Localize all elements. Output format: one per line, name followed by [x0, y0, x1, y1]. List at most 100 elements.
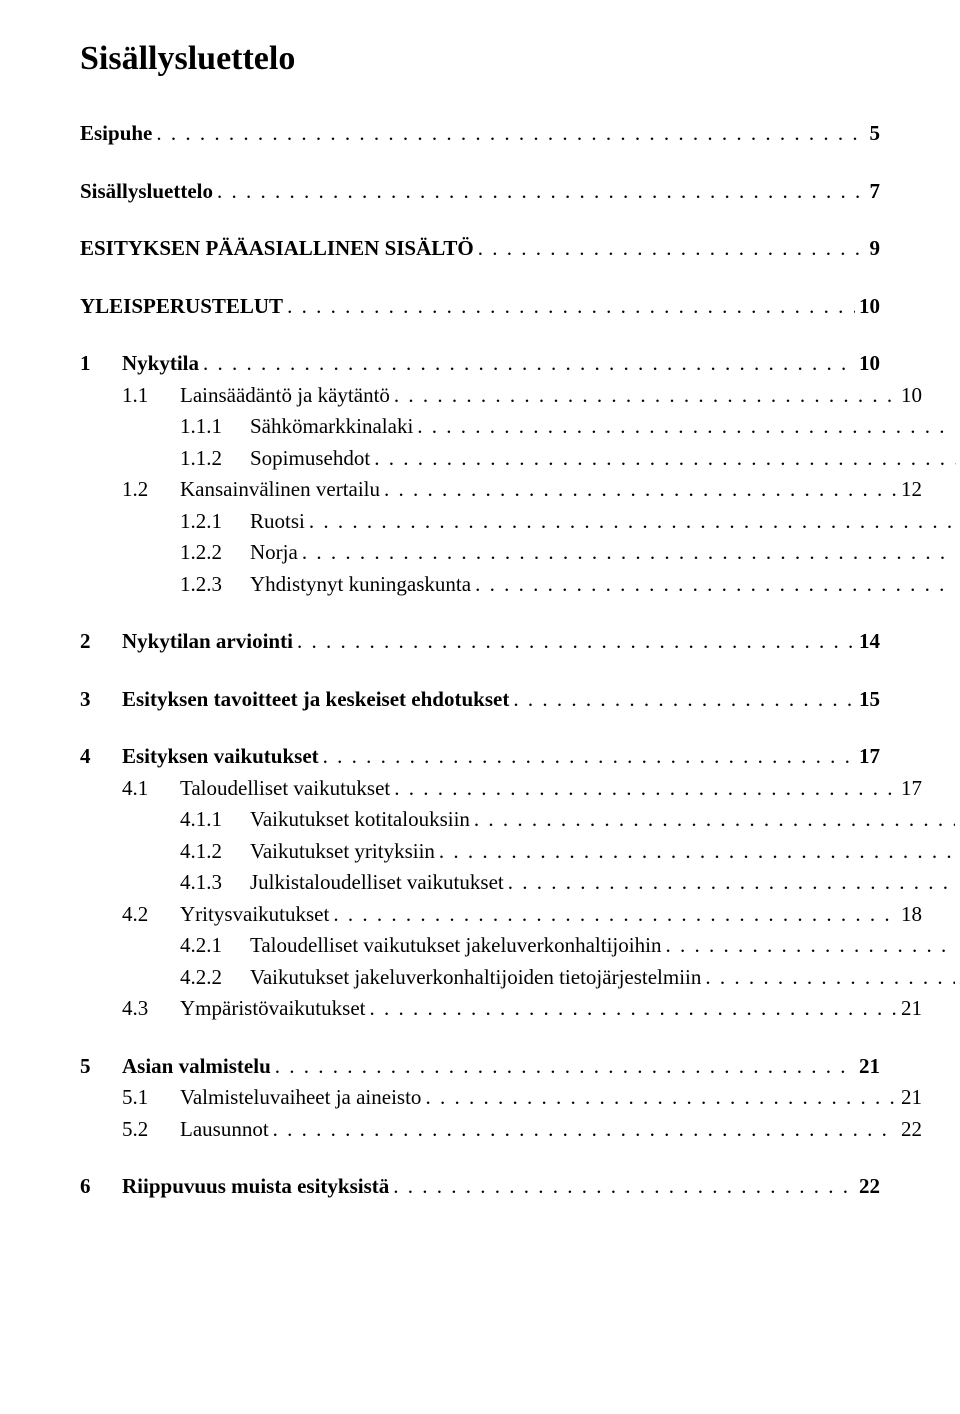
toc-entry: 4.1.3 Julkistaloudelliset vaikutukset. .…: [80, 867, 960, 899]
toc-entry-number: 4.2.1: [180, 930, 250, 962]
toc-entry: 1.1.2 Sopimusehdot. . . . . . . . . . . …: [80, 443, 960, 475]
toc-entry: 1.1.1 Sähkömarkkinalaki. . . . . . . . .…: [80, 411, 960, 443]
toc-entry-page: 18: [901, 899, 922, 931]
toc-entry-number: 1.2.1: [180, 506, 250, 538]
toc-entry-label: Lausunnot: [180, 1114, 269, 1146]
toc-entry-page: 9: [870, 233, 881, 265]
toc-entry: 5 Asian valmistelu. . . . . . . . . . . …: [80, 1051, 880, 1083]
toc-entry-label: Esityksen tavoitteet ja keskeiset ehdotu…: [122, 684, 509, 716]
toc-entry-number: 4.2: [122, 899, 180, 931]
toc-entry-page: 10: [859, 291, 880, 323]
toc-leader-dots: . . . . . . . . . . . . . . . . . . . . …: [369, 993, 897, 1025]
toc-entry-number: 1.2.2: [180, 537, 250, 569]
toc-entry-number: 5: [80, 1051, 122, 1083]
toc-entry-number: 4: [80, 741, 122, 773]
toc-entry-number: 1.1.2: [180, 443, 250, 475]
toc-leader-dots: . . . . . . . . . . . . . . . . . . . . …: [394, 380, 897, 412]
page: Sisällysluettelo Esipuhe. . . . . . . . …: [0, 0, 960, 1414]
toc-entry-page: 21: [859, 1051, 880, 1083]
toc-entry: 1.2.2 Norja. . . . . . . . . . . . . . .…: [80, 537, 960, 569]
toc-entry-label: ESITYKSEN PÄÄASIALLINEN SISÄLTÖ: [80, 233, 474, 265]
toc-entry: 1 Nykytila. . . . . . . . . . . . . . . …: [80, 348, 880, 380]
toc-entry-page: 17: [901, 773, 922, 805]
toc-entry: YLEISPERUSTELUT. . . . . . . . . . . . .…: [80, 291, 880, 323]
toc-entry-page: 21: [901, 993, 922, 1025]
toc-entry: 5.1 Valmisteluvaiheet ja aineisto. . . .…: [80, 1082, 922, 1114]
toc-entry: 4.3 Ympäristövaikutukset. . . . . . . . …: [80, 993, 922, 1025]
toc-entry-label: Sähkömarkkinalaki: [250, 411, 413, 443]
toc-entry-label: Norja: [250, 537, 298, 569]
toc-entry-label: Julkistaloudelliset vaikutukset: [250, 867, 504, 899]
toc-entry-page: 15: [859, 684, 880, 716]
toc-entry-label: Vaikutukset jakeluverkonhaltijoiden tiet…: [250, 962, 701, 994]
toc-entry: Esipuhe. . . . . . . . . . . . . . . . .…: [80, 118, 880, 150]
toc-entry-label: Esipuhe: [80, 118, 152, 150]
toc-leader-dots: . . . . . . . . . . . . . . . . . . . . …: [478, 233, 866, 265]
toc-entry-label: Lainsäädäntö ja käytäntö: [180, 380, 390, 412]
toc-entry-page: 17: [859, 741, 880, 773]
toc-entry-number: 4.3: [122, 993, 180, 1025]
toc-entry: Sisällysluettelo. . . . . . . . . . . . …: [80, 176, 880, 208]
toc-leader-dots: . . . . . . . . . . . . . . . . . . . . …: [439, 836, 955, 868]
toc-entry: 1.1 Lainsäädäntö ja käytäntö. . . . . . …: [80, 380, 922, 412]
toc-leader-dots: . . . . . . . . . . . . . . . . . . . . …: [297, 626, 855, 658]
toc-entry: 3 Esityksen tavoitteet ja keskeiset ehdo…: [80, 684, 880, 716]
toc-entry-number: 4.1.3: [180, 867, 250, 899]
toc-entry-label: Taloudelliset vaikutukset jakeluverkonha…: [250, 930, 661, 962]
toc-entry-number: 4.1.1: [180, 804, 250, 836]
toc-entry-number: 1.2.3: [180, 569, 250, 601]
toc-entry-number: 1.1.1: [180, 411, 250, 443]
toc-entry: 4.1.1 Vaikutukset kotitalouksiin. . . . …: [80, 804, 960, 836]
toc-entry-label: Vaikutukset yrityksiin: [250, 836, 435, 868]
toc-entry: 4.2.1 Taloudelliset vaikutukset jakeluve…: [80, 930, 960, 962]
toc-entry-number: 1: [80, 348, 122, 380]
toc-leader-dots: . . . . . . . . . . . . . . . . . . . . …: [156, 118, 865, 150]
toc-entry-label: Ympäristövaikutukset: [180, 993, 365, 1025]
toc-container: Esipuhe. . . . . . . . . . . . . . . . .…: [80, 118, 880, 1203]
toc-entry-page: 10: [901, 380, 922, 412]
toc-leader-dots: . . . . . . . . . . . . . . . . . . . . …: [333, 899, 897, 931]
toc-leader-dots: . . . . . . . . . . . . . . . . . . . . …: [394, 773, 897, 805]
toc-entry-number: 1.2: [122, 474, 180, 506]
toc-entry-number: 2: [80, 626, 122, 658]
toc-leader-dots: . . . . . . . . . . . . . . . . . . . . …: [302, 537, 955, 569]
toc-leader-dots: . . . . . . . . . . . . . . . . . . . . …: [513, 684, 855, 716]
toc-entry: 5.2 Lausunnot. . . . . . . . . . . . . .…: [80, 1114, 922, 1146]
toc-entry: ESITYKSEN PÄÄASIALLINEN SISÄLTÖ. . . . .…: [80, 233, 880, 265]
toc-entry: 1.2.3 Yhdistynyt kuningaskunta. . . . . …: [80, 569, 960, 601]
toc-entry-page: 10: [859, 348, 880, 380]
toc-entry-label: Taloudelliset vaikutukset: [180, 773, 390, 805]
toc-entry: 4.2.2 Vaikutukset jakeluverkonhaltijoide…: [80, 962, 960, 994]
toc-entry: 6 Riippuvuus muista esityksistä. . . . .…: [80, 1171, 880, 1203]
toc-leader-dots: . . . . . . . . . . . . . . . . . . . . …: [665, 930, 955, 962]
toc-entry-page: 22: [859, 1171, 880, 1203]
toc-entry: 2 Nykytilan arviointi. . . . . . . . . .…: [80, 626, 880, 658]
toc-entry-label: Nykytilan arviointi: [122, 626, 293, 658]
toc-entry-number: 3: [80, 684, 122, 716]
toc-entry-label: Sopimusehdot: [250, 443, 370, 475]
toc-entry-label: Ruotsi: [250, 506, 305, 538]
toc-entry-label: Kansainvälinen vertailu: [180, 474, 380, 506]
toc-entry: 4.2 Yritysvaikutukset. . . . . . . . . .…: [80, 899, 922, 931]
toc-entry-number: 4.2.2: [180, 962, 250, 994]
toc-leader-dots: . . . . . . . . . . . . . . . . . . . . …: [417, 411, 955, 443]
toc-leader-dots: . . . . . . . . . . . . . . . . . . . . …: [474, 804, 955, 836]
toc-entry-number: 4.1.2: [180, 836, 250, 868]
toc-entry-label: Vaikutukset kotitalouksiin: [250, 804, 470, 836]
toc-leader-dots: . . . . . . . . . . . . . . . . . . . . …: [287, 291, 855, 323]
toc-entry-number: 5.1: [122, 1082, 180, 1114]
toc-entry-number: 4.1: [122, 773, 180, 805]
toc-entry-page: 21: [901, 1082, 922, 1114]
toc-leader-dots: . . . . . . . . . . . . . . . . . . . . …: [705, 962, 955, 994]
toc-entry: 4.1.2 Vaikutukset yrityksiin. . . . . . …: [80, 836, 960, 868]
toc-entry: 4 Esityksen vaikutukset. . . . . . . . .…: [80, 741, 880, 773]
toc-leader-dots: . . . . . . . . . . . . . . . . . . . . …: [309, 506, 955, 538]
toc-title: Sisällysluettelo: [80, 40, 880, 78]
toc-leader-dots: . . . . . . . . . . . . . . . . . . . . …: [273, 1114, 897, 1146]
toc-entry-page: 14: [859, 626, 880, 658]
toc-leader-dots: . . . . . . . . . . . . . . . . . . . . …: [323, 741, 855, 773]
toc-leader-dots: . . . . . . . . . . . . . . . . . . . . …: [508, 867, 955, 899]
toc-entry-label: Sisällysluettelo: [80, 176, 213, 208]
toc-leader-dots: . . . . . . . . . . . . . . . . . . . . …: [275, 1051, 855, 1083]
toc-entry: 1.2 Kansainvälinen vertailu. . . . . . .…: [80, 474, 922, 506]
